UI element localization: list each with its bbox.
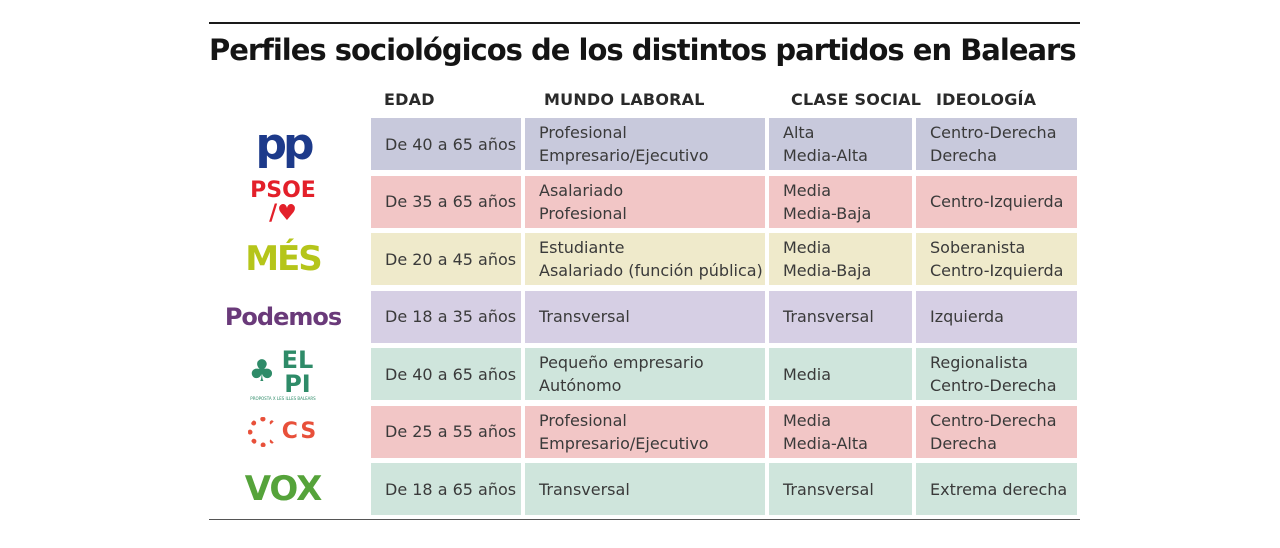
cell-clase-social: Alta Media-Alta [769, 118, 912, 170]
cell-mundo-laboral: Estudiante Asalariado (función pública) [525, 233, 765, 285]
logo-elpi: ♣ EL PI PROPOSTA X LES ILLES BALEARS [224, 345, 342, 401]
cell-text: Asalariado (función pública) [539, 261, 763, 280]
cell-text: De 35 a 65 años [385, 192, 517, 211]
logo-cs: CS [224, 406, 342, 458]
header-edad: EDAD [384, 90, 435, 109]
cell-text: Empresario/Ejecutivo [539, 433, 709, 453]
cell-ideologia: Izquierda [916, 290, 1077, 343]
logo-text: pp [255, 118, 315, 170]
tree-icon: ♣ [248, 354, 276, 389]
cell-clase-social: Media Media-Baja [769, 175, 912, 228]
logo-text: Podemos [224, 302, 342, 331]
cell-text: Profesional [539, 203, 627, 223]
cell-text: Pequeño empresario [539, 353, 704, 372]
cell-clase-social: Media Media-Alta [769, 405, 912, 458]
header-mundo-laboral: MUNDO LABORAL [544, 90, 705, 109]
cell-text: Media [783, 180, 832, 200]
cell-text: Asalariado [539, 180, 624, 200]
cell-text: Transversal [539, 479, 630, 499]
cell-text: De 40 a 65 años [385, 134, 517, 154]
cell-ideologia: Soberanista Centro-Izquierda [916, 233, 1077, 285]
cell-text: Media-Baja [783, 261, 872, 280]
cell-mundo-laboral: Profesional Empresario/Ejecutivo [525, 405, 765, 458]
cell-text: Media [783, 238, 832, 257]
cell-edad: De 25 a 55 años [371, 405, 521, 458]
cell-clase-social: Transversal [769, 290, 912, 343]
cell-clase-social: Media Media-Baja [769, 233, 912, 285]
cell-text: Centro-Derecha [930, 123, 1057, 142]
cell-text: Profesional [539, 410, 627, 430]
cell-mundo-laboral: Transversal [525, 290, 765, 343]
cell-mundo-laboral: Asalariado Profesional [525, 175, 765, 228]
cell-ideologia: Centro-Derecha Derecha [916, 118, 1077, 170]
rose-heart-icon: /♥ [269, 200, 297, 226]
header-ideologia: IDEOLOGÍA [936, 90, 1037, 109]
cell-edad: De 40 a 65 años [371, 118, 521, 170]
cell-mundo-laboral: Pequeño empresario Autónomo [525, 348, 765, 400]
cell-text: Soberanista [930, 238, 1026, 257]
cell-text: Transversal [539, 307, 630, 326]
cs-ring-icon [247, 416, 278, 447]
cell-edad: De 20 a 45 años [371, 233, 521, 285]
cell-clase-social: Media [769, 348, 912, 400]
cell-edad: De 18 a 35 años [371, 290, 521, 343]
logo-text: VOX [244, 469, 323, 509]
cell-text: Centro-Izquierda [930, 192, 1064, 211]
cell-text: De 18 a 35 años [385, 307, 517, 326]
cell-text: Estudiante [539, 238, 625, 257]
logo-mes: MÉS [224, 233, 342, 285]
cell-text: Transversal [783, 307, 874, 326]
logo-vox: VOX [224, 463, 342, 515]
cell-text: Media [783, 364, 832, 384]
cell-text: Media-Alta [783, 433, 868, 453]
cell-edad: De 35 a 65 años [371, 175, 521, 228]
cell-text: Media-Baja [783, 203, 872, 223]
logo-text: CS [281, 419, 319, 444]
logo-text: EL PI [281, 345, 314, 398]
header-clase-social: CLASE SOCIAL [791, 90, 922, 109]
cell-text: De 18 a 65 años [385, 479, 517, 499]
cell-text: Media-Alta [783, 146, 868, 165]
cell-text: Media [783, 410, 832, 430]
bottom-rule [209, 519, 1080, 520]
logo-text: PSOE [250, 177, 316, 203]
cell-text: Derecha [930, 433, 997, 453]
cell-edad: De 40 a 65 años [371, 348, 521, 400]
cell-mundo-laboral: Profesional Empresario/Ejecutivo [525, 118, 765, 170]
cell-text: Empresario/Ejecutivo [539, 146, 709, 165]
cell-text: Centro-Derecha [930, 376, 1057, 395]
cell-text: Regionalista [930, 353, 1028, 372]
page-title: Perfiles sociológicos de los distintos p… [209, 33, 1077, 67]
cell-text: Derecha [930, 146, 997, 165]
cell-text: Extrema derecha [930, 479, 1068, 499]
cell-ideologia: Regionalista Centro-Derecha [916, 348, 1077, 400]
logo-psoe: PSOE/♥ [224, 176, 342, 228]
cell-ideologia: Extrema derecha [916, 463, 1077, 515]
cell-text: De 20 a 45 años [385, 249, 517, 269]
cell-text: De 25 a 55 años [385, 422, 517, 441]
cell-text: Transversal [783, 479, 874, 499]
logo-pp: pp [224, 118, 342, 170]
cell-ideologia: Centro-Izquierda [916, 175, 1077, 228]
cell-text: Profesional [539, 123, 627, 142]
cell-text: Centro-Izquierda [930, 261, 1064, 280]
cell-text: Izquierda [930, 307, 1004, 326]
logo-text: MÉS [245, 239, 323, 279]
top-rule [209, 22, 1080, 24]
cell-edad: De 18 a 65 años [371, 463, 521, 515]
cell-text: Centro-Derecha [930, 410, 1057, 430]
cell-mundo-laboral: Transversal [525, 463, 765, 515]
logo-tagline: PROPOSTA X LES ILLES BALEARS [250, 395, 316, 401]
cell-text: De 40 a 65 años [385, 364, 517, 384]
cell-ideologia: Centro-Derecha Derecha [916, 405, 1077, 458]
cell-text: Alta [783, 123, 815, 142]
cell-text: Autónomo [539, 376, 622, 395]
logo-podemos: Podemos [224, 291, 342, 343]
cell-clase-social: Transversal [769, 463, 912, 515]
